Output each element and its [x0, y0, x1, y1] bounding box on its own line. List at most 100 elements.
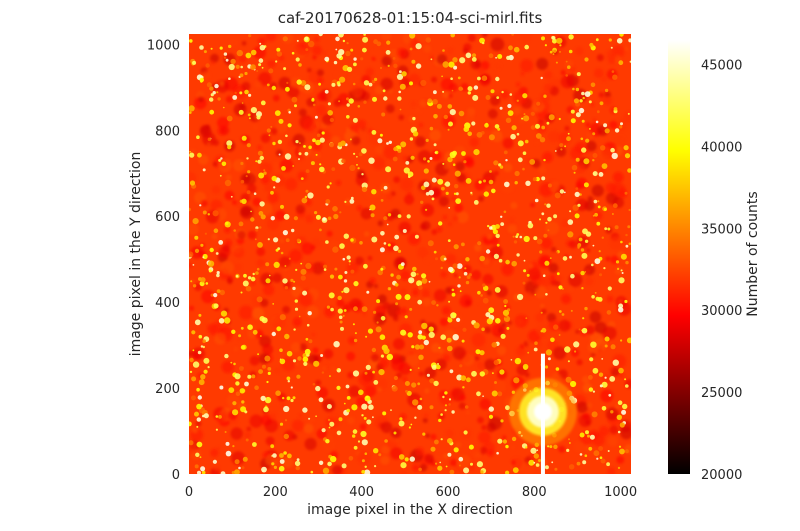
star — [549, 445, 553, 449]
star — [198, 334, 203, 339]
star — [263, 171, 267, 175]
star — [417, 334, 423, 340]
star — [305, 337, 309, 341]
star — [566, 136, 571, 142]
star — [534, 198, 539, 203]
star — [291, 51, 295, 55]
star — [567, 231, 574, 238]
star — [367, 328, 374, 334]
star — [200, 277, 206, 283]
texture-blob — [501, 263, 514, 276]
star — [192, 60, 197, 65]
star — [191, 395, 196, 401]
star — [353, 57, 357, 61]
star — [468, 273, 472, 277]
texture-blob — [414, 366, 419, 371]
texture-blob — [266, 51, 276, 61]
texture-blob — [510, 202, 518, 209]
star — [429, 126, 434, 131]
texture-blob — [543, 83, 553, 93]
star — [428, 331, 435, 338]
texture-blob — [439, 317, 449, 327]
texture-blob — [298, 108, 307, 117]
texture-blob — [424, 388, 430, 394]
star — [290, 398, 294, 403]
star — [505, 405, 510, 411]
star — [228, 63, 235, 71]
texture-blob — [295, 204, 306, 214]
star — [378, 369, 385, 376]
star — [363, 34, 366, 36]
star — [232, 445, 235, 448]
star — [581, 252, 588, 259]
star — [291, 96, 298, 103]
star — [349, 199, 355, 204]
star — [310, 470, 314, 474]
star — [231, 471, 235, 474]
texture-blob — [498, 327, 504, 333]
texture-blob — [381, 55, 393, 67]
star — [580, 270, 585, 276]
star — [341, 290, 344, 293]
star — [522, 151, 527, 155]
texture-blob — [585, 325, 595, 335]
star — [238, 221, 244, 227]
star — [376, 321, 379, 324]
star — [272, 453, 277, 458]
star — [405, 390, 408, 393]
star — [321, 428, 326, 433]
star — [597, 200, 600, 203]
star — [235, 391, 241, 397]
star — [414, 234, 419, 239]
texture-blob — [402, 376, 408, 382]
star — [464, 267, 467, 270]
star — [461, 339, 465, 343]
star — [452, 263, 458, 269]
image-texture — [189, 34, 631, 474]
texture-blob — [399, 177, 414, 191]
star — [489, 226, 493, 230]
star — [534, 293, 537, 296]
star — [300, 275, 306, 281]
star — [539, 218, 541, 221]
star — [240, 291, 243, 294]
star — [495, 233, 500, 239]
star — [495, 56, 497, 59]
star — [301, 197, 308, 204]
texture-blob — [267, 59, 276, 68]
star — [402, 229, 407, 233]
star — [601, 381, 608, 388]
star — [473, 200, 479, 205]
star — [189, 39, 193, 43]
texture-blob — [586, 248, 591, 253]
star — [584, 271, 587, 273]
star — [473, 85, 479, 90]
star — [486, 318, 493, 325]
star — [451, 288, 455, 292]
star — [447, 345, 453, 352]
star — [436, 304, 439, 307]
star — [447, 317, 453, 323]
texture-blob — [194, 96, 207, 110]
star — [257, 150, 263, 156]
texture-blob — [391, 353, 402, 365]
star — [409, 456, 415, 462]
star — [587, 434, 590, 438]
star — [477, 290, 481, 295]
star — [411, 345, 415, 349]
star — [607, 450, 610, 452]
texture-blob — [268, 402, 283, 416]
texture-blob — [243, 172, 256, 186]
star — [624, 378, 627, 381]
star — [559, 44, 562, 47]
star — [431, 177, 437, 183]
star — [248, 117, 251, 120]
texture-blob — [407, 232, 421, 246]
star — [224, 431, 227, 433]
star — [296, 458, 300, 462]
star — [465, 52, 472, 59]
texture-blob — [271, 161, 283, 173]
star — [272, 141, 276, 146]
star — [189, 151, 191, 153]
x-tick-label: 400 — [349, 485, 374, 500]
